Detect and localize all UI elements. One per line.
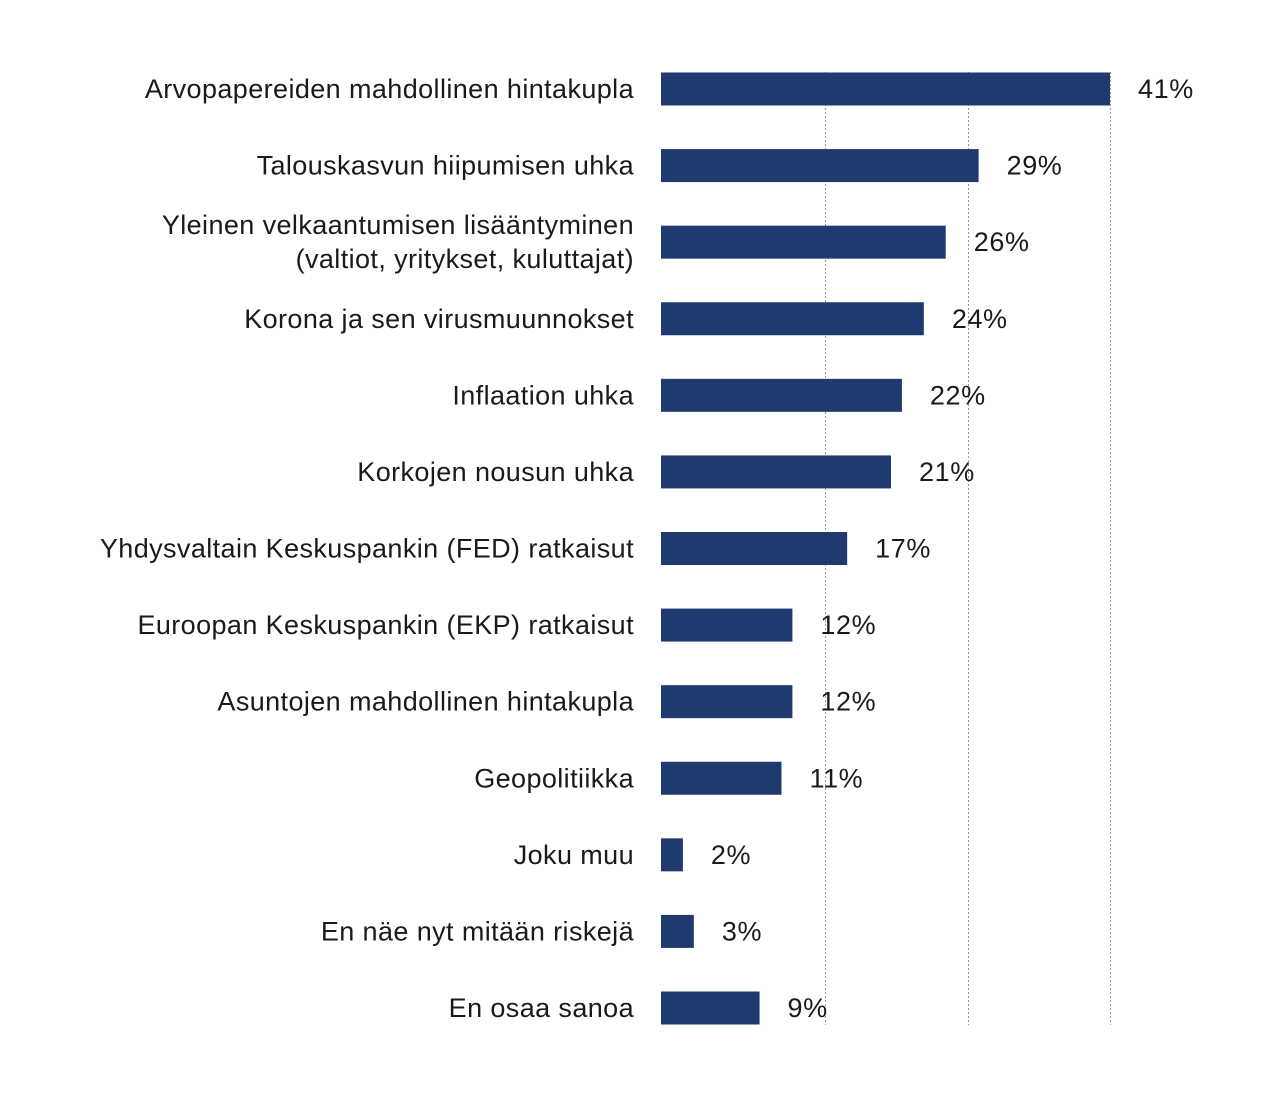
value-label: 17% — [875, 534, 931, 564]
category-label-line: (valtiot, yritykset, kuluttajat) — [296, 244, 634, 274]
bar — [661, 455, 891, 489]
category-label: En osaa sanoa — [449, 993, 635, 1023]
bars — [661, 72, 1110, 1025]
category-label: Arvopapereiden mahdollinen hintakupla — [145, 74, 635, 104]
bar — [661, 302, 924, 336]
value-label: 29% — [1007, 151, 1063, 181]
category-label: Korkojen nousun uhka — [357, 457, 634, 487]
value-label: 11% — [809, 763, 863, 793]
category-label: Yleinen velkaantumisen lisääntyminen (val… — [162, 210, 634, 274]
value-label: 12% — [820, 687, 876, 717]
category-label-line: Yleinen velkaantumisen lisääntyminen — [162, 210, 634, 240]
value-labels: 41% 29% 26% 24% 22% 21% 17% 12% 12% 11% 2% 3% 9% — [711, 74, 1194, 1023]
bar — [661, 761, 782, 795]
category-label-line: Geopolitiikka — [474, 763, 634, 793]
category-label-line: En osaa sanoa — [449, 993, 635, 1023]
bar — [661, 378, 902, 412]
category-label-line: En näe nyt mitään riskejä — [321, 916, 635, 946]
category-label-line: Inflaation uhka — [452, 380, 634, 410]
value-label: 2% — [711, 840, 751, 870]
category-label: Korona ja sen virusmuunnokset — [244, 304, 634, 334]
category-label-line: Joku muu — [514, 840, 634, 870]
value-label: 24% — [952, 304, 1008, 334]
category-label: Talouskasvun hiipumisen uhka — [257, 151, 635, 181]
bar — [661, 72, 1110, 106]
category-label-line: Asuntojen mahdollinen hintakupla — [217, 687, 634, 717]
bar — [661, 225, 946, 259]
bar — [661, 149, 979, 183]
category-label: Inflaation uhka — [452, 380, 634, 410]
category-label: Geopolitiikka — [474, 763, 634, 793]
category-label: Joku muu — [514, 840, 634, 870]
category-label: En näe nyt mitään riskejä — [321, 916, 635, 946]
category-label-line: Talouskasvun hiipumisen uhka — [257, 151, 635, 181]
value-label: 12% — [820, 610, 876, 640]
value-label: 21% — [919, 457, 975, 487]
category-label: Asuntojen mahdollinen hintakupla — [217, 687, 634, 717]
bar — [661, 532, 848, 565]
category-label-line: Yhdysvaltain Keskuspankin (FED) ratkaisu… — [100, 534, 634, 564]
bar — [661, 991, 760, 1025]
value-label: 41% — [1138, 74, 1194, 104]
category-label: Yhdysvaltain Keskuspankin (FED) ratkaisu… — [100, 534, 634, 564]
category-label-line: Arvopapereiden mahdollinen hintakupla — [145, 74, 635, 104]
gridlines — [825, 72, 1111, 1025]
bar — [661, 685, 793, 719]
category-label: Euroopan Keskuspankin (EKP) ratkaisut — [137, 610, 634, 640]
category-label-line: Korona ja sen virusmuunnokset — [244, 304, 634, 334]
value-label: 3% — [722, 916, 762, 946]
bar — [661, 914, 694, 948]
value-label: 9% — [788, 993, 828, 1023]
category-label-line: Korkojen nousun uhka — [357, 457, 634, 487]
category-labels: Arvopapereiden mahdollinen hintakupla Tal… — [100, 74, 635, 1023]
value-label: 22% — [930, 380, 986, 410]
bar — [661, 838, 683, 872]
value-label: 26% — [974, 227, 1030, 257]
category-label-line: Euroopan Keskuspankin (EKP) ratkaisut — [137, 610, 634, 640]
bar — [661, 608, 793, 642]
